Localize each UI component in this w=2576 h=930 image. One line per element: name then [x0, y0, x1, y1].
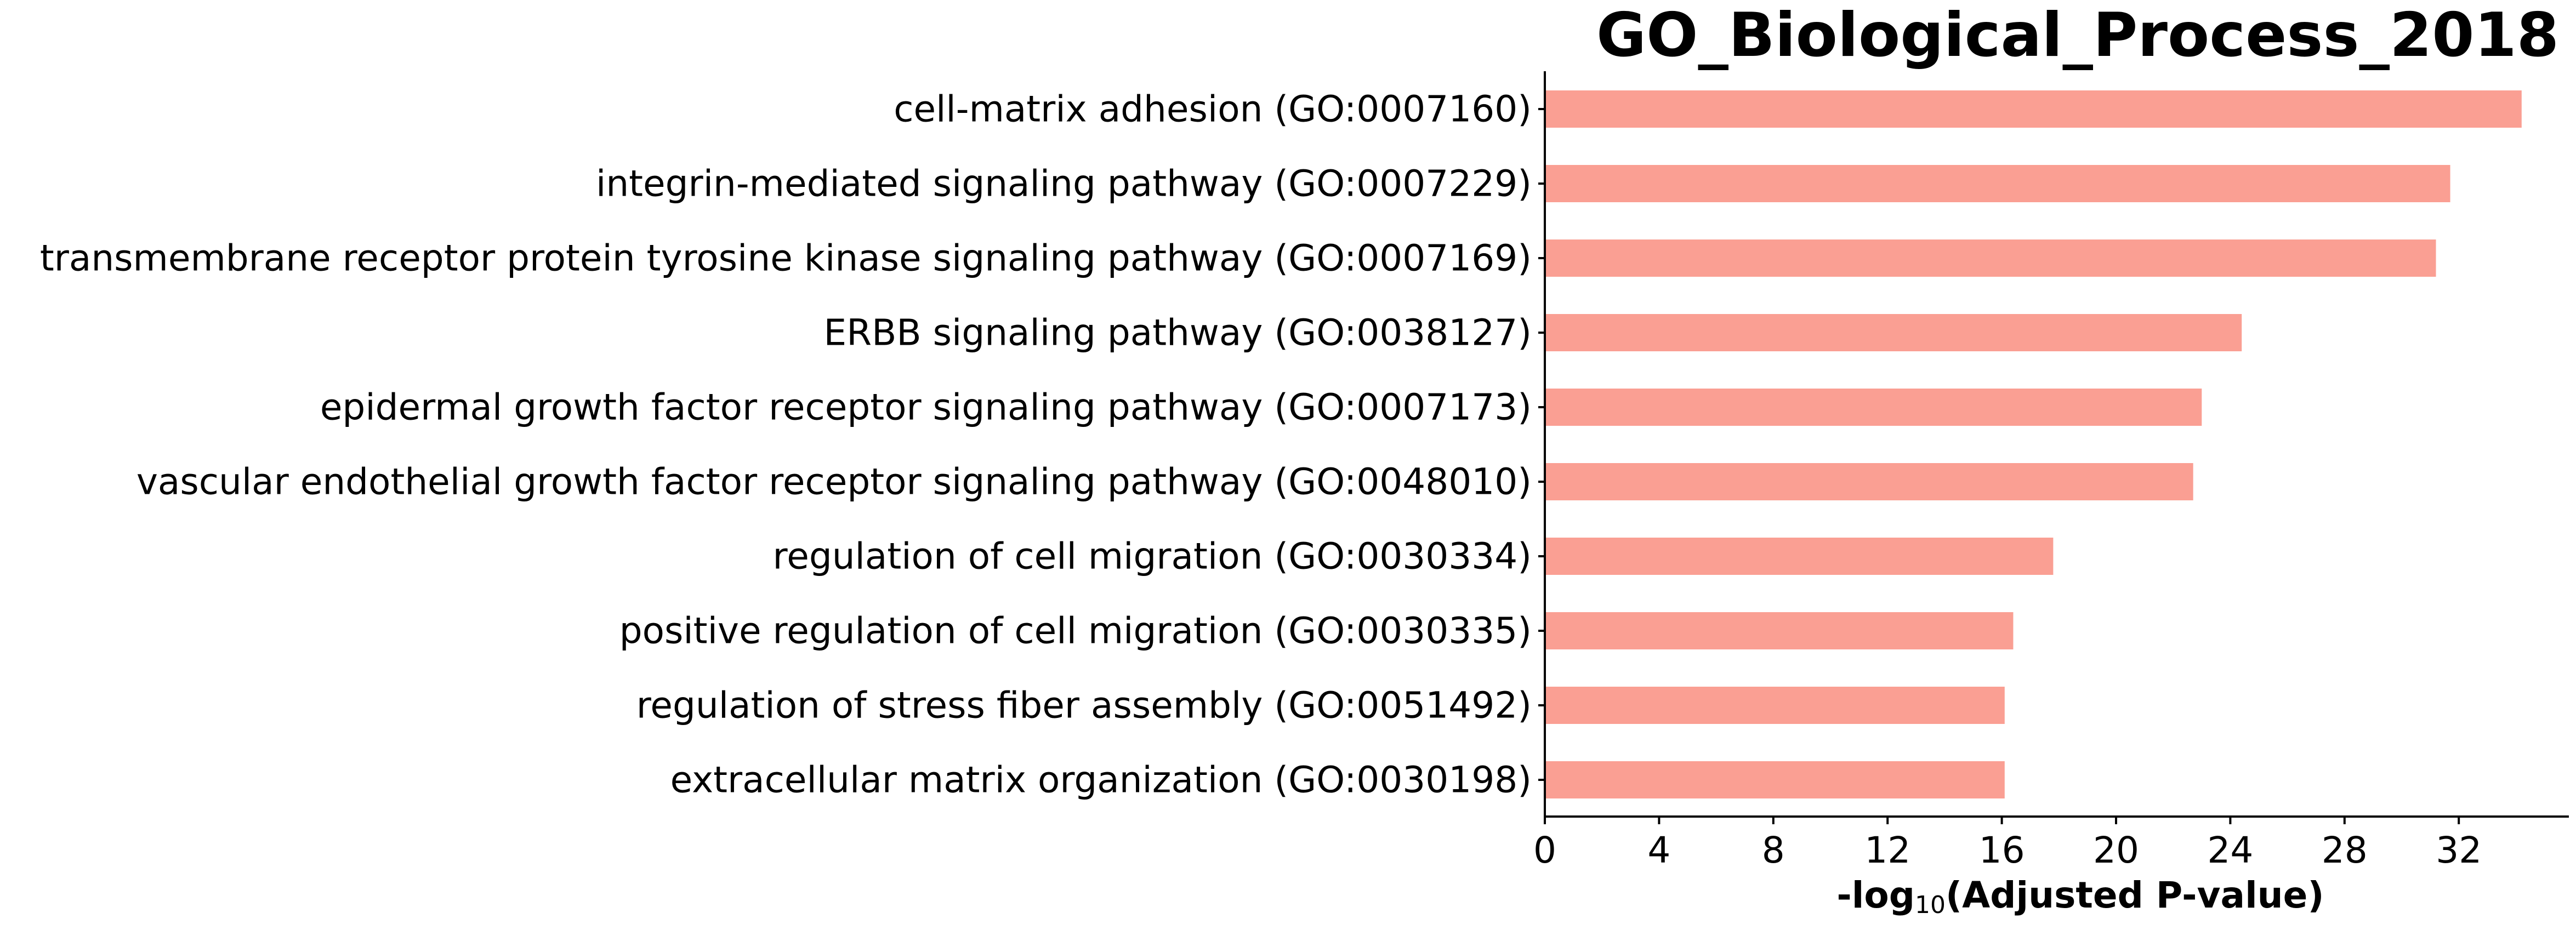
bar	[1545, 389, 2202, 426]
bar	[1545, 463, 2193, 500]
bar	[1545, 612, 2014, 649]
x-axis-label: -log10(Adjusted P-value)	[1836, 874, 2324, 919]
bar	[1545, 165, 2450, 202]
category-label: vascular endothelial growth factor recep…	[137, 461, 1532, 503]
x-tick-label: 12	[1864, 829, 1910, 871]
category-label: integrin-mediated signaling pathway (GO:…	[596, 163, 1532, 205]
chart-title: GO_Biological_Process_2018	[1596, 0, 2559, 71]
bars-group	[1545, 90, 2522, 798]
category-label: ERBB signaling pathway (GO:0038127)	[824, 312, 1532, 354]
x-tick-label: 28	[2322, 829, 2368, 871]
bar	[1545, 761, 2005, 798]
category-label: epidermal growth factor receptor signali…	[320, 386, 1532, 429]
x-tick-label: 32	[2436, 829, 2482, 871]
category-label: transmembrane receptor protein tyrosine …	[40, 237, 1532, 279]
category-label: regulation of cell migration (GO:0030334…	[773, 535, 1532, 578]
x-ticks-group: 0 4 8 12 16 20 24 28 32	[1533, 817, 2482, 871]
x-axis-label-prefix: -log	[1836, 874, 1915, 916]
category-label: cell-matrix adhesion (GO:0007160)	[894, 88, 1532, 130]
bar	[1545, 538, 2054, 575]
x-axis-label-subscript: 10	[1915, 891, 1946, 919]
category-label: extracellular matrix organization (GO:00…	[670, 759, 1532, 801]
bar	[1545, 239, 2436, 277]
x-tick-label: 4	[1647, 829, 1670, 871]
x-tick-label: 16	[1979, 829, 2025, 871]
x-tick-label: 0	[1533, 829, 1556, 871]
category-label: positive regulation of cell migration (G…	[619, 610, 1532, 652]
bar	[1545, 314, 2242, 351]
x-tick-label: 8	[1762, 829, 1785, 871]
bar	[1545, 90, 2522, 128]
x-tick-label: 24	[2207, 829, 2253, 871]
x-tick-label: 20	[2093, 829, 2139, 871]
x-axis-label-suffix: (Adjusted P-value)	[1946, 874, 2324, 916]
category-label: regulation of stress fiber assembly (GO:…	[636, 684, 1532, 727]
bar	[1545, 687, 2005, 724]
category-labels-group: cell-matrix adhesion (GO:0007160) integri…	[40, 88, 1545, 801]
